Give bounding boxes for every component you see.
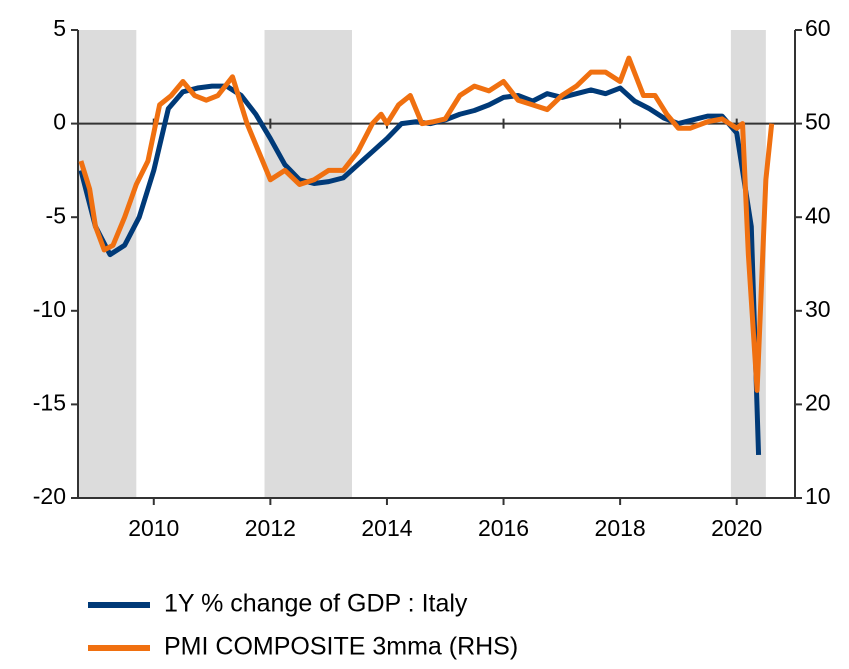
y2-tick-label: 30 (805, 296, 831, 322)
y2-tick-label: 50 (805, 109, 831, 135)
x-tick-label: 2014 (361, 515, 412, 541)
x-tick-label: 2018 (595, 515, 646, 541)
y2-tick-label: 20 (805, 389, 831, 415)
series-line (78, 55, 775, 393)
legend-label: 1Y % change of GDP : Italy (164, 590, 468, 618)
x-tick-label: 2016 (478, 515, 529, 541)
y-tick-label: 5 (53, 15, 66, 41)
shaded-range (78, 30, 137, 498)
y-tick-label: -10 (33, 296, 66, 322)
y-tick-label: -5 (46, 202, 66, 228)
x-tick-label: 2012 (245, 515, 296, 541)
y2-tick-label: 10 (805, 483, 831, 509)
legend-label: PMI COMPOSITE 3mma (RHS) (164, 633, 518, 661)
x-tick-label: 2020 (711, 515, 762, 541)
x-tick-label: 2010 (128, 515, 179, 541)
shaded-range (264, 30, 352, 498)
series-line (78, 83, 762, 456)
y-tick-label: 0 (53, 109, 66, 135)
y2-tick-label: 60 (805, 15, 831, 41)
y-tick-label: -20 (33, 483, 66, 509)
y-tick-label: -15 (33, 389, 66, 415)
y2-tick-label: 40 (805, 202, 831, 228)
